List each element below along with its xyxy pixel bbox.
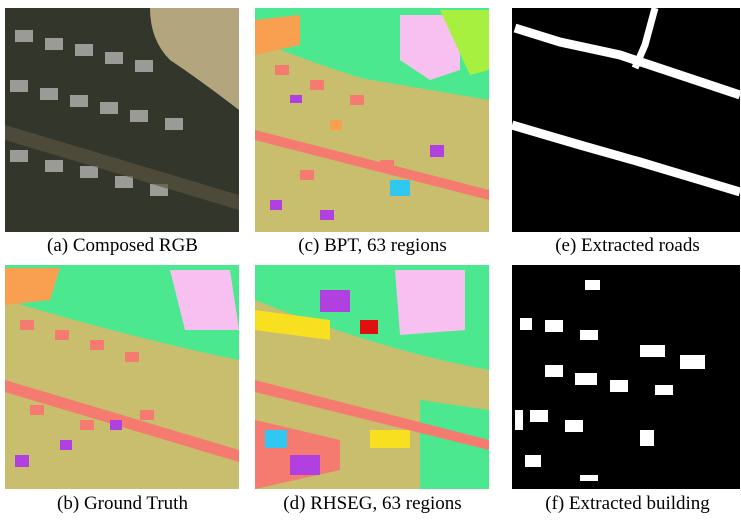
rhseg-image	[255, 265, 489, 489]
caption: (e) Extracted roads	[505, 235, 741, 257]
bpt-image	[255, 8, 489, 232]
caption: (a) Composed RGB	[0, 235, 245, 257]
caption: (d) RHSEG, 63 regions	[250, 493, 495, 515]
figure-images	[0, 0, 741, 520]
figure: (a) Composed RGB (c) BPT, 63 regions (e)…	[0, 0, 741, 520]
caption: (b) Ground Truth	[0, 493, 245, 515]
caption: (c) BPT, 63 regions	[250, 235, 495, 257]
buildings-image	[512, 265, 740, 489]
caption: (f) Extracted building	[505, 493, 741, 515]
roads-image	[512, 8, 740, 232]
rgb-image	[5, 8, 239, 232]
ground-truth-image	[5, 265, 239, 489]
